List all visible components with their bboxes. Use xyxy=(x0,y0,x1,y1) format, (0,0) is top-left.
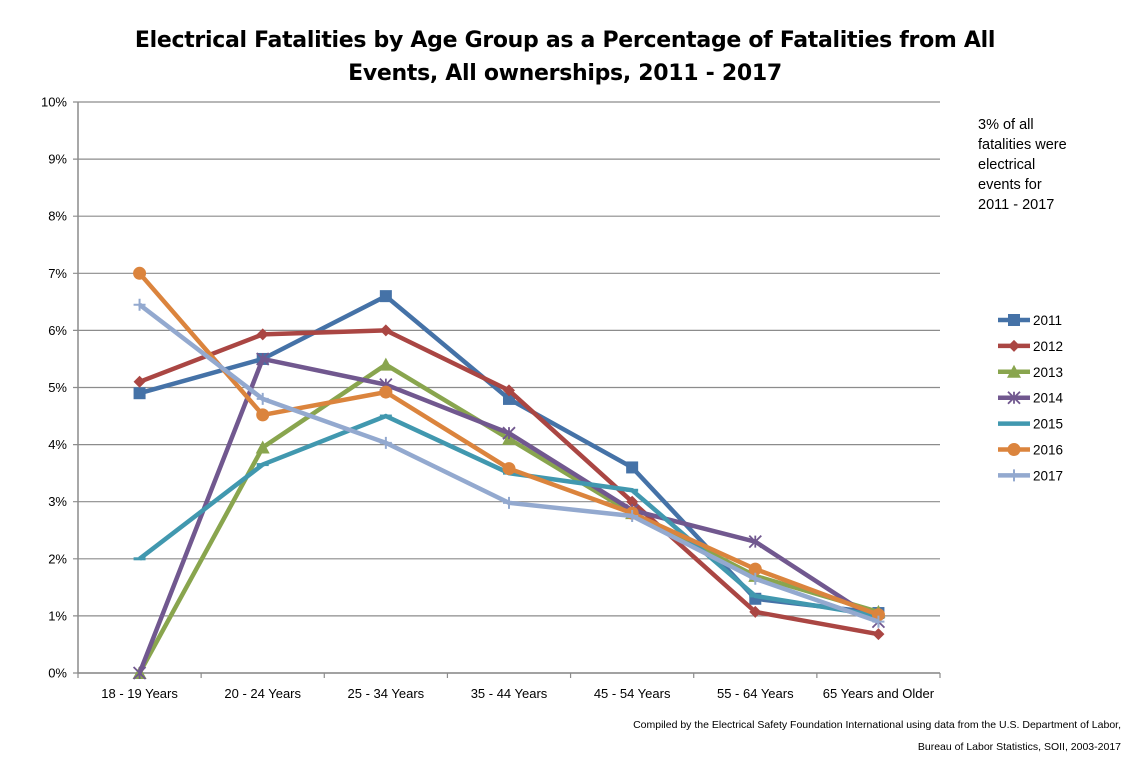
series-line xyxy=(138,328,879,637)
y-tick-label: 9% xyxy=(48,152,67,167)
legend-label: 2017 xyxy=(1033,468,1063,483)
data-point xyxy=(502,462,516,476)
legend-item: 2013 xyxy=(998,364,1063,380)
x-tick-label: 35 - 44 Years xyxy=(471,686,548,701)
chart-title-line-2: Events, All ownerships, 2011 - 2017 xyxy=(348,61,782,86)
source-note-line-1: Compiled by the Electrical Safety Founda… xyxy=(633,719,1121,731)
y-tick-label: 6% xyxy=(48,323,67,338)
legend-item: 2014 xyxy=(998,391,1064,406)
legend-item: 2011 xyxy=(998,313,1062,328)
legend-item: 2012 xyxy=(998,339,1063,354)
legend-label: 2016 xyxy=(1033,443,1063,458)
data-point xyxy=(133,387,146,400)
data-point xyxy=(133,375,146,388)
data-point xyxy=(503,384,515,397)
chart-title-line-1: Electrical Fatalities by Age Group as a … xyxy=(134,28,996,53)
data-point xyxy=(872,615,885,628)
series-line xyxy=(137,361,880,675)
data-point xyxy=(379,324,392,337)
legend-item: 2015 xyxy=(998,417,1063,432)
y-tick-label: 10% xyxy=(41,95,67,110)
legend-marker xyxy=(1007,443,1021,456)
data-point xyxy=(256,328,269,341)
legend-label: 2012 xyxy=(1033,339,1063,354)
data-point xyxy=(255,440,270,454)
series-2017 xyxy=(133,298,885,628)
data-point xyxy=(871,608,885,622)
y-tick-label: 7% xyxy=(48,266,67,281)
y-tick-label: 1% xyxy=(48,608,67,623)
legend-marker xyxy=(1007,391,1021,405)
annotation-line: events for xyxy=(978,177,1042,193)
data-point xyxy=(749,605,762,618)
data-point xyxy=(503,496,515,509)
annotation-line: electrical xyxy=(978,157,1036,173)
data-point xyxy=(626,461,639,474)
chart-title: Electrical Fatalities by Age Group as a … xyxy=(100,24,1030,90)
legend-marker xyxy=(1008,339,1020,352)
series-2012 xyxy=(133,324,885,641)
x-tick-label: 45 - 54 Years xyxy=(594,686,671,701)
data-point xyxy=(256,352,270,366)
x-tick-label: 18 - 19 Years xyxy=(101,686,178,701)
data-point xyxy=(379,436,392,449)
data-point xyxy=(256,408,270,422)
data-point xyxy=(379,290,392,303)
data-point xyxy=(133,298,146,311)
x-tick-label: 65 Years and Older xyxy=(823,686,935,701)
legend-marker xyxy=(1007,364,1021,378)
x-tick-label: 25 - 34 Years xyxy=(348,686,425,701)
annotation: 3% of all fatalities were electrical eve… xyxy=(978,115,1108,215)
data-point xyxy=(748,535,762,549)
data-point xyxy=(379,385,393,399)
x-tick-label: 55 - 64 Years xyxy=(717,686,794,701)
legend-marker xyxy=(1008,469,1020,482)
y-tick-label: 4% xyxy=(48,437,67,452)
x-tick-label: 20 - 24 Years xyxy=(224,686,301,701)
y-tick-label: 5% xyxy=(48,380,67,395)
annotation-line: 2011 - 2017 xyxy=(978,197,1055,213)
legend-label: 2011 xyxy=(1033,313,1062,328)
legend-item: 2017 xyxy=(998,468,1063,483)
annotation-line: fatalities were xyxy=(978,137,1067,153)
y-tick-label: 2% xyxy=(48,551,67,566)
legend-label: 2014 xyxy=(1033,391,1064,406)
data-point xyxy=(133,266,147,280)
series-line xyxy=(137,356,880,674)
data-point xyxy=(748,562,762,576)
series-line xyxy=(138,293,879,616)
data-point xyxy=(749,572,762,585)
data-point xyxy=(132,666,147,680)
source-note-line-2: Bureau of Labor Statistics, SOII, 2003-2… xyxy=(917,741,1121,753)
data-point xyxy=(626,509,639,522)
legend-label: 2013 xyxy=(1033,365,1063,380)
data-point xyxy=(872,628,885,641)
y-tick-label: 3% xyxy=(48,494,67,509)
y-tick-label: 8% xyxy=(48,209,67,224)
series-line xyxy=(138,413,879,619)
data-point xyxy=(626,495,639,508)
legend-marker xyxy=(1008,314,1020,326)
annotation-line: 3% of all xyxy=(978,117,1034,133)
data-point xyxy=(378,357,393,371)
data-point xyxy=(502,426,516,440)
legend-item: 2016 xyxy=(998,443,1063,458)
data-point xyxy=(256,392,269,405)
y-tick-label: 0% xyxy=(48,666,67,681)
legend-label: 2015 xyxy=(1033,417,1063,432)
